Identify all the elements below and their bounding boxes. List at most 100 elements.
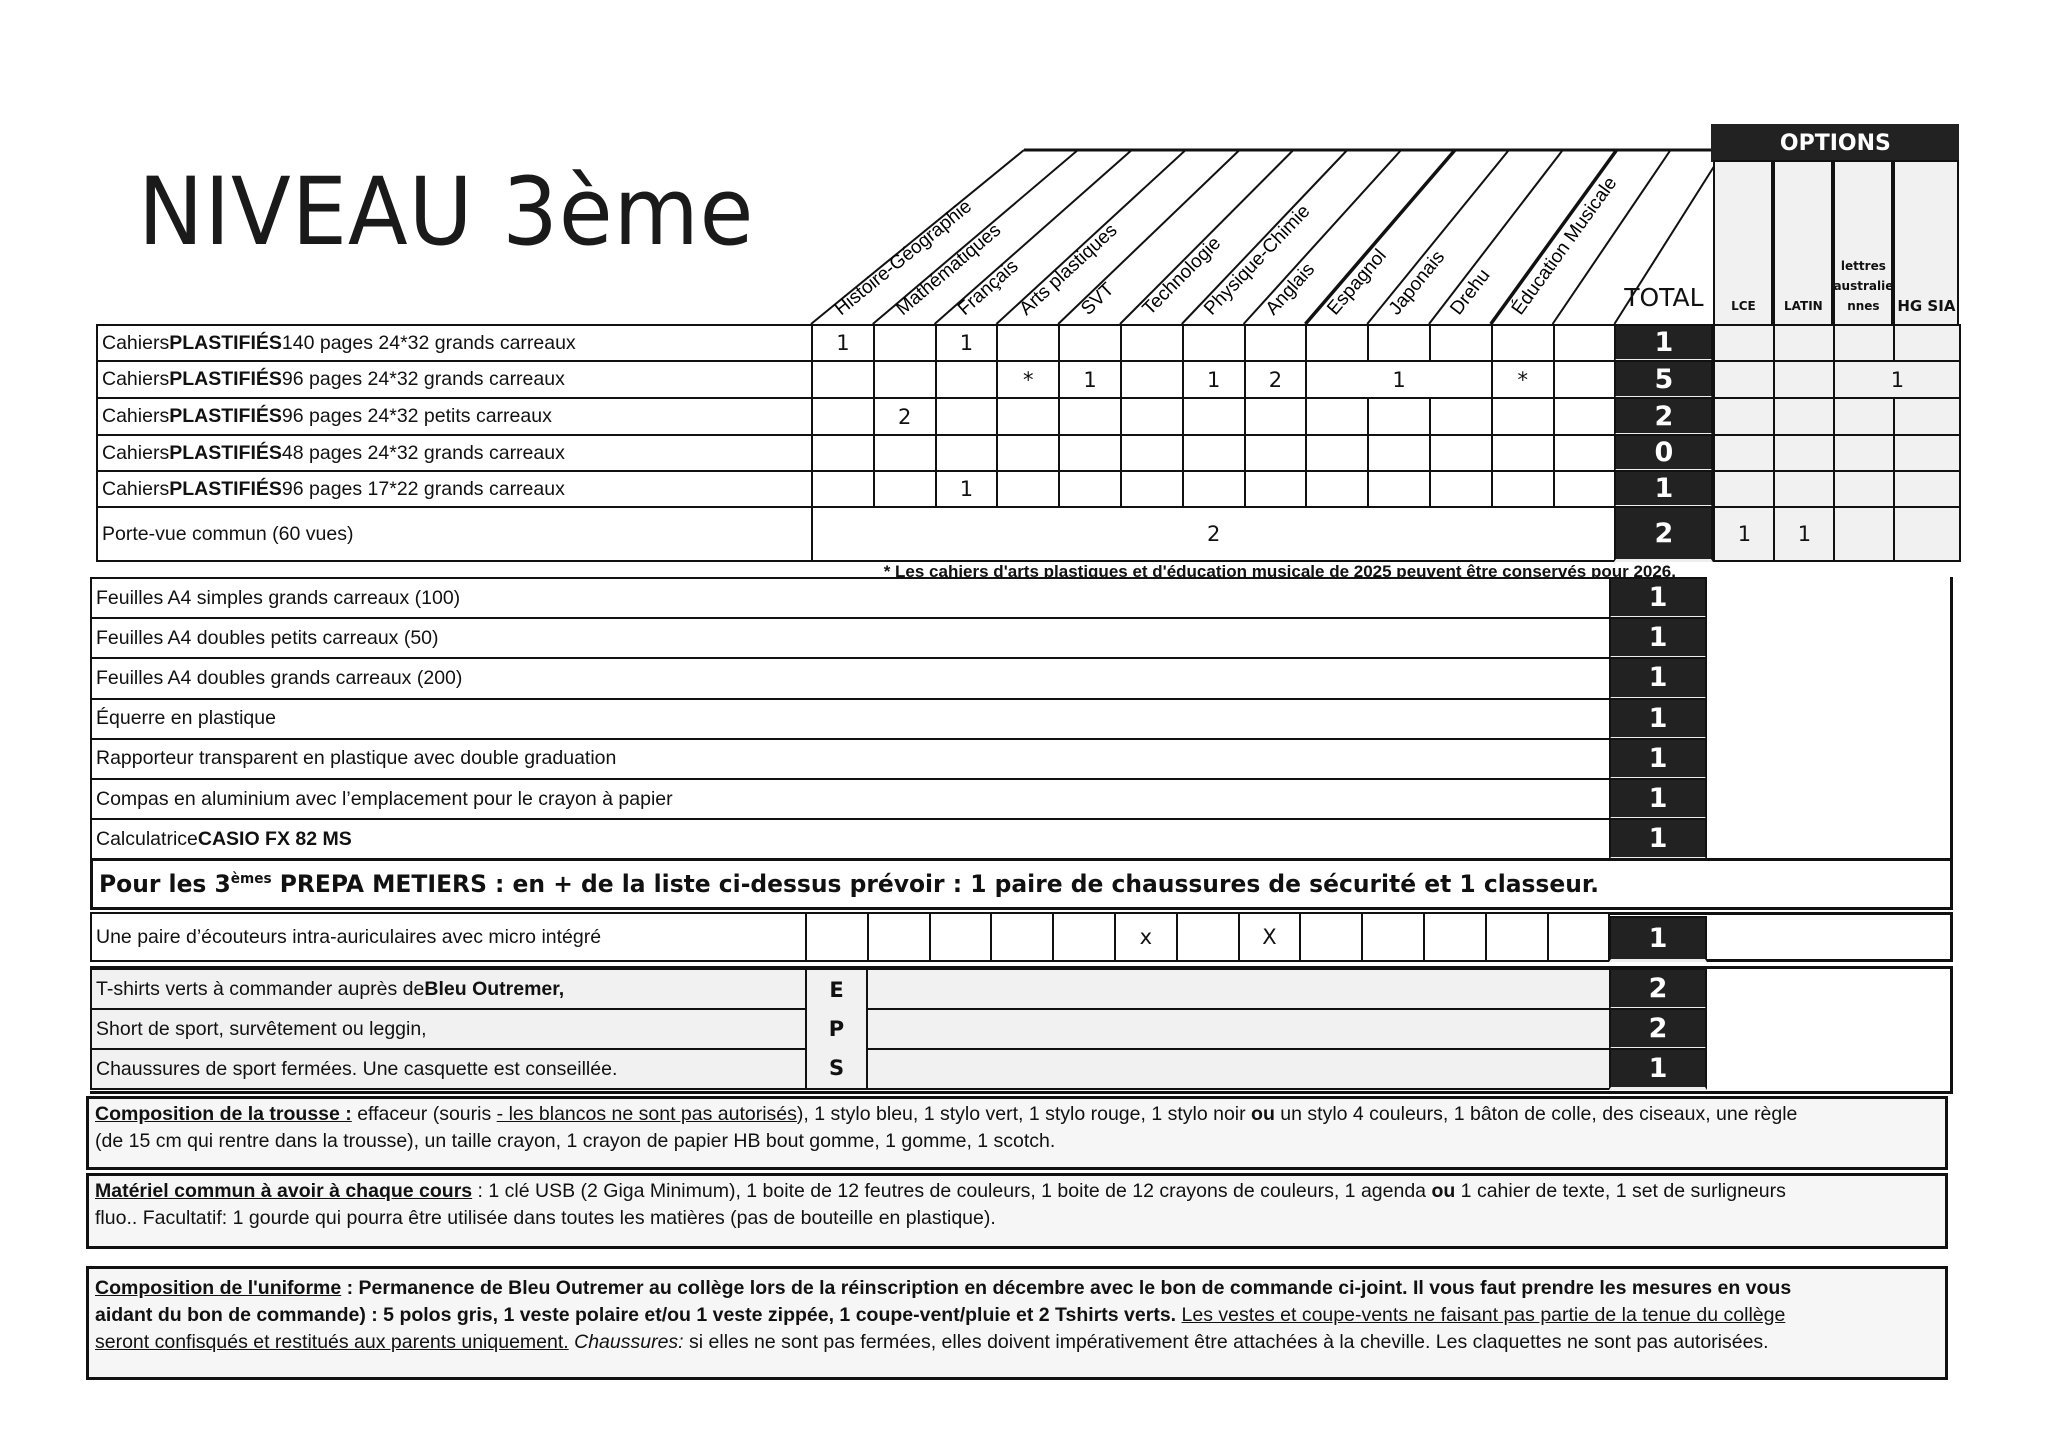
- subject-cell: [1484, 912, 1549, 962]
- subject-cell: [811, 360, 875, 399]
- subject-cell: [1367, 470, 1431, 508]
- option-column-header: lettres australie nnes: [1833, 160, 1894, 326]
- text-segment: fluo.. Facultatif: 1 gourde qui pourra ê…: [95, 1207, 996, 1229]
- text-segment: - les blancos ne sont pas autorisés: [496, 1103, 797, 1125]
- supply-label: Équerre en plastique: [90, 697, 1611, 740]
- header-divider: [995, 149, 1187, 325]
- text-segment: : 1 clé USB (2 Giga Minimum), 1 boite de…: [472, 1180, 1432, 1202]
- paragraph-materiel: Matériel commun à avoir à chaque cours :…: [86, 1173, 1948, 1249]
- option-cell: [1833, 434, 1896, 472]
- row-label: Cahiers PLASTIFIÉS 140 pages 24*32 grand…: [96, 324, 813, 362]
- option-cell: [1713, 470, 1776, 508]
- subject-cell: [1552, 360, 1617, 399]
- subject-cell: [1423, 912, 1487, 962]
- subject-cell: [1058, 434, 1122, 472]
- text-segment: T-shirts verts à commander auprès de: [96, 977, 425, 1000]
- option-cell: [1773, 470, 1836, 508]
- header-divider: [810, 149, 1025, 325]
- subject-cell: [1058, 397, 1122, 436]
- subject-cell: *: [996, 360, 1061, 399]
- option-cell: [1713, 434, 1776, 472]
- total-value: 0: [1614, 434, 1714, 472]
- subject-cell: [1490, 397, 1555, 436]
- total-value: 2: [1614, 397, 1714, 436]
- option-cell: [1833, 397, 1896, 436]
- text-segment: 96 pages 17*22 grands carreaux: [281, 477, 565, 500]
- option-cell: [1833, 470, 1896, 508]
- text-segment: PREPA METIERS : en + de la liste ci-dess…: [271, 870, 1599, 898]
- header-divider: [1489, 148, 1619, 326]
- header-divider: [1428, 149, 1564, 325]
- subject-cell: 1: [934, 324, 999, 362]
- option-column-header: LATIN: [1773, 160, 1834, 326]
- subject-cell: [996, 470, 1061, 508]
- eps-item-label: T-shirts verts à commander auprès de Ble…: [90, 968, 807, 1010]
- subject-cell: [1361, 912, 1425, 962]
- supply-label: Rapporteur transparent en plastique avec…: [90, 737, 1611, 780]
- subject-cell: 2: [1243, 360, 1308, 399]
- text-segment: aidant du bon de commande) : 5 polos gri…: [95, 1304, 1177, 1326]
- text-segment: PLASTIFIÉS: [169, 331, 282, 354]
- header-divider: [1613, 149, 1726, 325]
- subject-cell: [1181, 324, 1246, 362]
- text-segment: Feuilles A4 doubles petits carreaux (50): [96, 626, 439, 649]
- subject-cell: [872, 324, 937, 362]
- subject-cell: [934, 434, 999, 472]
- subject-cell: [1552, 434, 1617, 472]
- text-segment: ou: [1251, 1103, 1275, 1125]
- text-segment: Cahiers: [102, 405, 170, 427]
- total-value: 1: [1614, 324, 1714, 362]
- option-cell: [1713, 360, 1776, 399]
- subject-cell: [1243, 434, 1308, 472]
- text-segment: (de 15 cm qui rentre dans la trousse), u…: [95, 1130, 1056, 1152]
- eps-item-label: Chaussures de sport fermées. Une casquet…: [90, 1048, 807, 1090]
- subject-cell: [1181, 470, 1246, 508]
- text-segment: Matériel commun à avoir à chaque cours: [95, 1180, 473, 1202]
- option-cell: 1: [1713, 506, 1776, 562]
- subject-cell: [1429, 434, 1493, 472]
- text-segment: PLASTIFIÉS: [169, 441, 282, 464]
- option-cell: [1773, 360, 1836, 399]
- text-segment: Feuilles A4 doubles grands carreaux (200…: [96, 666, 463, 689]
- subject-cell: [1305, 434, 1370, 472]
- total-value: 2: [1614, 506, 1714, 562]
- text-segment: Cahiers: [102, 477, 170, 500]
- option-cell: [1893, 506, 1962, 562]
- text-segment: 1 cahier de texte, 1 set de surligneurs: [1455, 1180, 1786, 1202]
- header-divider: [1242, 149, 1402, 325]
- total-value: 1: [1614, 470, 1714, 508]
- subject-cell: [996, 397, 1061, 436]
- subject-cell: [872, 360, 937, 399]
- subject-cell: [1243, 397, 1308, 436]
- option-column-header: LCE: [1713, 160, 1774, 326]
- text-segment: PLASTIFIÉS: [169, 368, 282, 390]
- text-segment: Cahiers: [102, 441, 170, 464]
- subject-cell: [872, 434, 937, 472]
- subject-cell: [811, 434, 875, 472]
- subject-cell: [1367, 397, 1431, 436]
- supply-total: 1: [1609, 778, 1707, 821]
- subject-cell: [1181, 434, 1246, 472]
- subject-cell: [1552, 324, 1617, 362]
- text-segment: Chaussures:: [574, 1331, 684, 1353]
- subject-cell: 1: [1305, 360, 1493, 399]
- header-divider: [1119, 149, 1295, 325]
- text-segment: Feuilles A4 simples grands carreaux (100…: [96, 586, 461, 609]
- text-segment: seront confisqués et restitués aux paren…: [95, 1331, 569, 1353]
- subject-cell: [1429, 470, 1493, 508]
- header-divider: [1057, 149, 1241, 325]
- text-segment: CASIO FX 82 MS: [197, 827, 352, 850]
- text-segment: Les vestes et coupe-vents ne faisant pas…: [1181, 1304, 1786, 1326]
- subject-cell: [1120, 397, 1184, 436]
- header-divider: [1551, 149, 1672, 325]
- eps-box: [90, 966, 1953, 1094]
- text-segment: Composition de la trousse :: [95, 1103, 352, 1125]
- option-column-header: HG SIA: [1893, 160, 1960, 326]
- option-cell: [1893, 470, 1962, 508]
- option-cell: [1833, 506, 1896, 562]
- subject-cell: [805, 912, 869, 962]
- text-segment: Composition de l'uniforme: [95, 1277, 342, 1299]
- option-cell: [1893, 434, 1962, 472]
- option-cell: [1773, 397, 1836, 436]
- option-cell: [1773, 324, 1836, 362]
